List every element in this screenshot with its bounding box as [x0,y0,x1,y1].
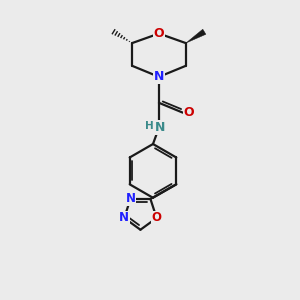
Polygon shape [186,29,206,43]
Text: N: N [125,192,135,206]
Text: N: N [119,212,129,224]
Text: O: O [152,212,162,224]
Text: N: N [155,121,166,134]
Text: O: O [154,27,164,40]
Text: H: H [145,121,154,131]
Text: N: N [154,70,164,83]
Text: O: O [184,106,194,119]
